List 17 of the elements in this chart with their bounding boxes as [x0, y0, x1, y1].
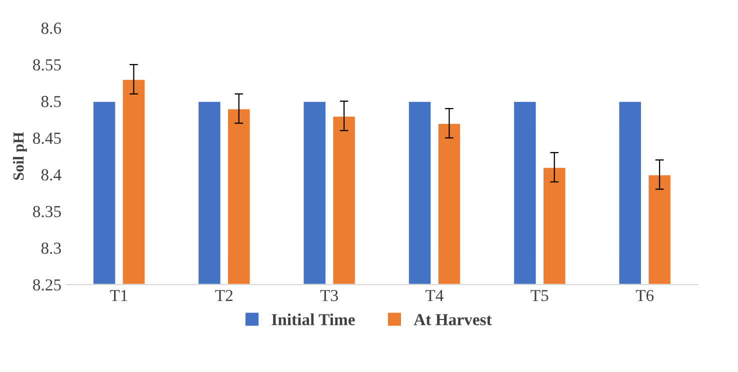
y-tick-label: 8.35	[33, 206, 61, 218]
y-tick-label: 8.5	[41, 96, 61, 108]
y-tick-label: 8.45	[33, 132, 61, 144]
x-tick-label: T5	[530, 290, 548, 302]
y-tick-label: 8.4	[41, 169, 62, 181]
y-tick-label: 8.55	[33, 59, 61, 71]
y-tick-label: 8.25	[33, 279, 61, 291]
legend-label: At Harvest	[414, 314, 492, 326]
x-tick-label: T4	[426, 290, 444, 302]
y-tick-label: 8.6	[41, 22, 62, 34]
x-tick-label: T3	[320, 290, 338, 302]
x-tick-label: T6	[636, 290, 654, 302]
y-axis-title: Soil pH	[12, 132, 27, 180]
y-tick-label: 8.3	[41, 242, 61, 254]
x-tick-label: T1	[110, 290, 128, 302]
x-tick-label: T2	[215, 290, 233, 302]
legend-label: Initial Time	[272, 314, 355, 326]
